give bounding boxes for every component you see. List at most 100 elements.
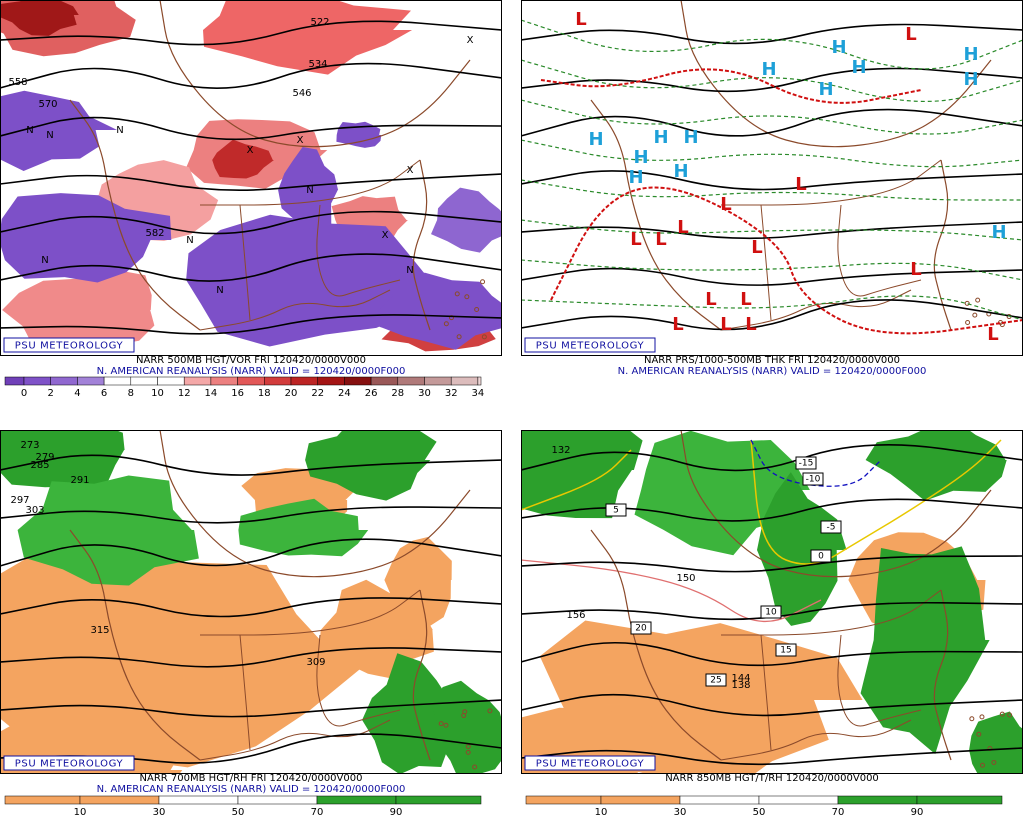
colorbar-swatch bbox=[264, 376, 292, 386]
contour bbox=[1, 538, 501, 567]
high-pressure: H bbox=[851, 57, 866, 78]
colorbar-label: 90 bbox=[390, 807, 403, 818]
colorbar-swatch bbox=[600, 795, 681, 805]
contour bbox=[1, 506, 501, 524]
contour-label: 315 bbox=[90, 625, 109, 636]
island bbox=[999, 711, 1005, 717]
vort-min: N bbox=[46, 130, 53, 141]
colorbar-label: 10 bbox=[151, 388, 164, 399]
contour bbox=[522, 219, 1022, 241]
shaded-area bbox=[865, 431, 1007, 501]
vort-min: N bbox=[216, 285, 223, 296]
colorbar-swatch bbox=[237, 795, 318, 805]
badge: PSU METEOROLOGY bbox=[536, 759, 645, 770]
shaded-area bbox=[432, 680, 501, 773]
shaded-area bbox=[1, 431, 125, 488]
colorbar-label: 70 bbox=[832, 807, 845, 818]
contour bbox=[522, 747, 1022, 766]
colorbar-label: 10 bbox=[74, 807, 87, 818]
colorbar-swatch bbox=[916, 795, 1003, 805]
colorbar-swatch bbox=[758, 795, 839, 805]
badge: PSU METEOROLOGY bbox=[15, 759, 124, 770]
contour bbox=[1, 210, 501, 235]
contour bbox=[316, 204, 401, 297]
shaded-area bbox=[1, 537, 372, 768]
colorbar-swatch bbox=[477, 376, 482, 386]
low-pressure: L bbox=[677, 217, 688, 238]
colorbar-swatch bbox=[397, 376, 425, 386]
contour bbox=[1, 173, 501, 192]
temp-label: 25 bbox=[710, 676, 721, 686]
contour-label: 297 bbox=[10, 495, 29, 506]
colorbar-label: 90 bbox=[911, 807, 924, 818]
contour bbox=[522, 170, 1022, 191]
island bbox=[1007, 712, 1013, 718]
shaded-area bbox=[186, 214, 430, 347]
contour bbox=[412, 159, 431, 331]
map-content: N N N N N N N N X X X X X 522 534 546 558 570 582 bbox=[1, 1, 501, 352]
high-pressure: H bbox=[963, 44, 978, 65]
vort-max: X bbox=[467, 35, 474, 46]
temp-label-box bbox=[802, 472, 824, 486]
temp-label: 15 bbox=[780, 646, 791, 656]
badge-box bbox=[524, 755, 656, 771]
temp-label: 10 bbox=[765, 608, 777, 618]
colorbar-label: 26 bbox=[365, 388, 378, 399]
island bbox=[462, 709, 468, 715]
contour bbox=[550, 186, 1022, 335]
badge-box bbox=[524, 337, 656, 353]
island bbox=[979, 714, 985, 720]
colorbar-swatch bbox=[4, 795, 81, 805]
island bbox=[965, 320, 971, 326]
island bbox=[969, 716, 975, 722]
caption: NARR 700MB HGT/RH FRI 120420/0000V000 bbox=[140, 773, 363, 784]
map-panel: HHHHHHHHHHHHHLLLLLLLLLLLLLLL102410161008… bbox=[521, 0, 1023, 377]
contour bbox=[522, 299, 1022, 331]
colorbar-swatch bbox=[77, 376, 105, 386]
contour bbox=[239, 634, 251, 751]
contour bbox=[522, 267, 1022, 286]
colorbar-label: 50 bbox=[753, 807, 766, 818]
colorbar-label: 12 bbox=[178, 388, 191, 399]
low-pressure: L bbox=[672, 314, 683, 335]
colorbar-swatch bbox=[525, 795, 602, 805]
temp-label-box bbox=[820, 520, 842, 534]
colorbar-swatch bbox=[450, 376, 479, 386]
contour-label: 150 bbox=[676, 573, 695, 584]
contour bbox=[522, 19, 1022, 70]
shaded-area bbox=[431, 187, 501, 253]
colorbar-swatch bbox=[157, 376, 185, 386]
contour bbox=[720, 289, 912, 331]
colorbar-swatch bbox=[370, 376, 399, 386]
badge: PSU METEOROLOGY bbox=[536, 341, 645, 352]
contour bbox=[680, 431, 992, 578]
colorbar-label: 30 bbox=[418, 388, 431, 399]
colorbar-swatch bbox=[679, 795, 760, 805]
island bbox=[464, 294, 470, 300]
contour bbox=[522, 498, 1022, 522]
contour bbox=[200, 589, 421, 636]
contour-label: 273 bbox=[20, 440, 39, 451]
low-pressure: L bbox=[630, 229, 641, 250]
colorbar-label: 2 bbox=[48, 388, 54, 399]
colorbar-label: 0 bbox=[21, 388, 27, 399]
contour bbox=[199, 719, 391, 761]
contour-label: 558 bbox=[8, 77, 27, 88]
temp-label-box bbox=[760, 605, 782, 619]
badge-box bbox=[3, 755, 135, 771]
contour bbox=[412, 589, 431, 761]
contour bbox=[522, 59, 1022, 103]
colorbar-label: 16 bbox=[231, 388, 244, 399]
colorbar-swatch bbox=[424, 376, 452, 386]
shaded-area bbox=[1, 90, 118, 171]
colorbar-label: 70 bbox=[311, 807, 324, 818]
contour-label: 156 bbox=[566, 610, 585, 621]
colorbar-label: 14 bbox=[205, 388, 218, 399]
vort-min: N bbox=[26, 125, 33, 136]
colorbar-label: 18 bbox=[258, 388, 271, 399]
temp-label-box bbox=[795, 456, 817, 470]
colorbar-label: 30 bbox=[153, 807, 166, 818]
island bbox=[443, 722, 449, 728]
